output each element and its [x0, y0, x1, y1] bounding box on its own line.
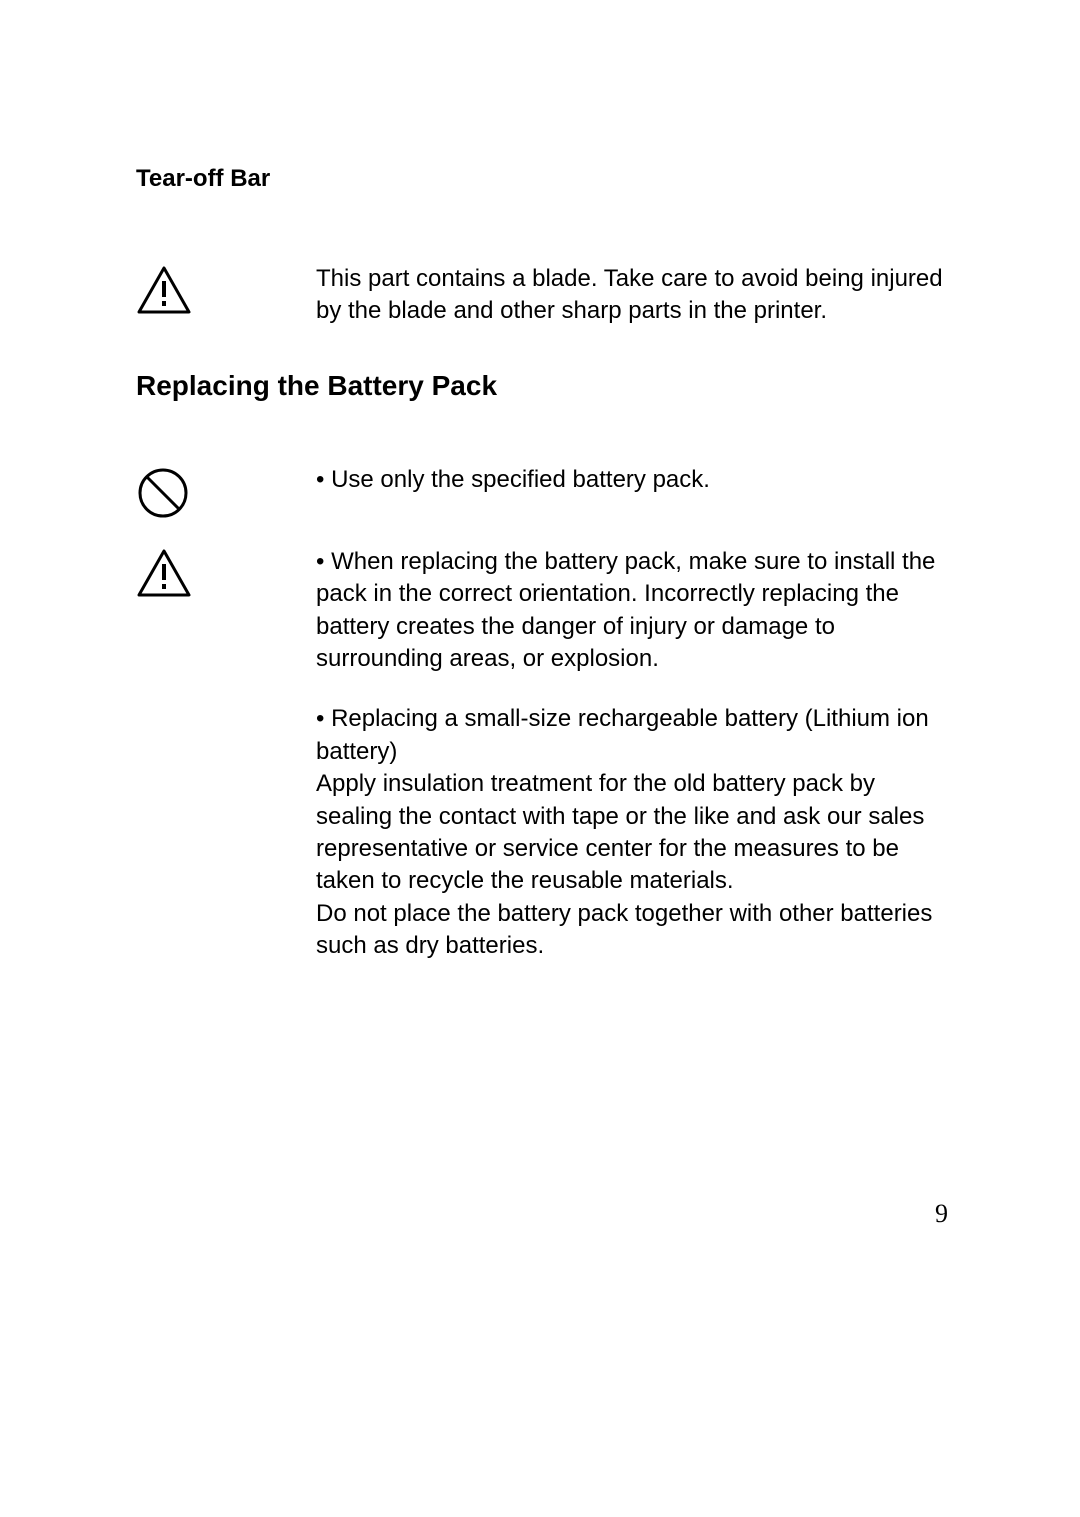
- warning-triangle-icon: [136, 548, 316, 598]
- text-column: This part contains a blade. Take care to…: [316, 263, 952, 328]
- warning-triangle-icon: [136, 265, 316, 315]
- tearoff-warning-text: This part contains a blade. Take care to…: [316, 263, 952, 328]
- text-column: • Use only the specified battery pack.: [316, 464, 952, 496]
- battery-prohibit-text: • Use only the specified battery pack.: [316, 464, 952, 496]
- prohibit-circle-icon: [136, 466, 316, 520]
- section-heading-battery: Replacing the Battery Pack: [136, 370, 952, 402]
- icon-column: [136, 464, 316, 520]
- icon-column: [136, 546, 316, 598]
- tearoff-warning-row: This part contains a blade. Take care to…: [136, 263, 952, 328]
- icon-column: [136, 263, 316, 315]
- text-column: • When replacing the battery pack, make …: [316, 546, 952, 963]
- subsection-heading-tearoff: Tear-off Bar: [136, 165, 952, 193]
- battery-warning-block2-line3: Do not place the battery pack together w…: [316, 900, 932, 959]
- page-number: 9: [935, 1199, 948, 1229]
- battery-warning-block2-line2: Apply insulation treatment for the old b…: [316, 770, 924, 894]
- battery-warning-block2: • Replacing a small-size rechargeable ba…: [316, 703, 952, 962]
- battery-warning-block2-line1: • Replacing a small-size rechargeable ba…: [316, 705, 929, 764]
- battery-warning-block1: • When replacing the battery pack, make …: [316, 546, 952, 676]
- battery-warning-row: • When replacing the battery pack, make …: [136, 546, 952, 963]
- document-page: Tear-off Bar This part contains a blade.…: [0, 0, 1080, 962]
- battery-prohibit-row: • Use only the specified battery pack.: [136, 464, 952, 520]
